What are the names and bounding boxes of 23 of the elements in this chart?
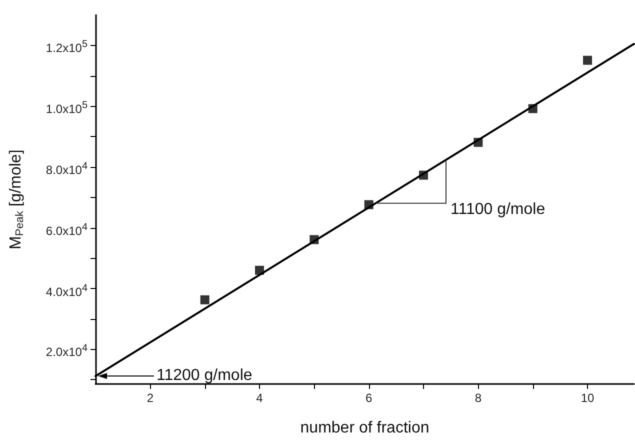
y-tick-label: 1.0x10$^{5}$	[46, 99, 88, 118]
point	[200, 295, 210, 304]
y-tick-label: 1.2x10$^{5}$	[46, 38, 88, 56]
y-tick-label: 8.0x10$^{4}$	[46, 160, 88, 178]
y-axis-title: MPeak [g/mole]	[8, 150, 26, 250]
x-tick-label: 10	[580, 391, 595, 405]
x-tick-label: 6	[366, 391, 373, 405]
point	[474, 138, 483, 147]
annotation: 11200 g/mole	[156, 366, 252, 386]
x-tick-label: 8	[474, 391, 482, 405]
point	[310, 235, 319, 244]
y-tick-label: 6.0x10$^{4}$	[46, 220, 88, 239]
x-tick-label: 4	[256, 391, 264, 405]
x-tick-label: 2	[146, 391, 154, 405]
annotation: 11100 g/mole	[450, 200, 546, 220]
point	[583, 56, 592, 65]
y-tick-label: 2.0x10$^{4}$	[46, 342, 88, 360]
point	[528, 104, 538, 114]
point	[364, 200, 374, 210]
x-axis-title: number of fraction	[300, 420, 430, 436]
y-tick-label: 4.0x10$^{4}$	[46, 282, 88, 300]
point	[255, 266, 264, 275]
point	[419, 170, 428, 180]
